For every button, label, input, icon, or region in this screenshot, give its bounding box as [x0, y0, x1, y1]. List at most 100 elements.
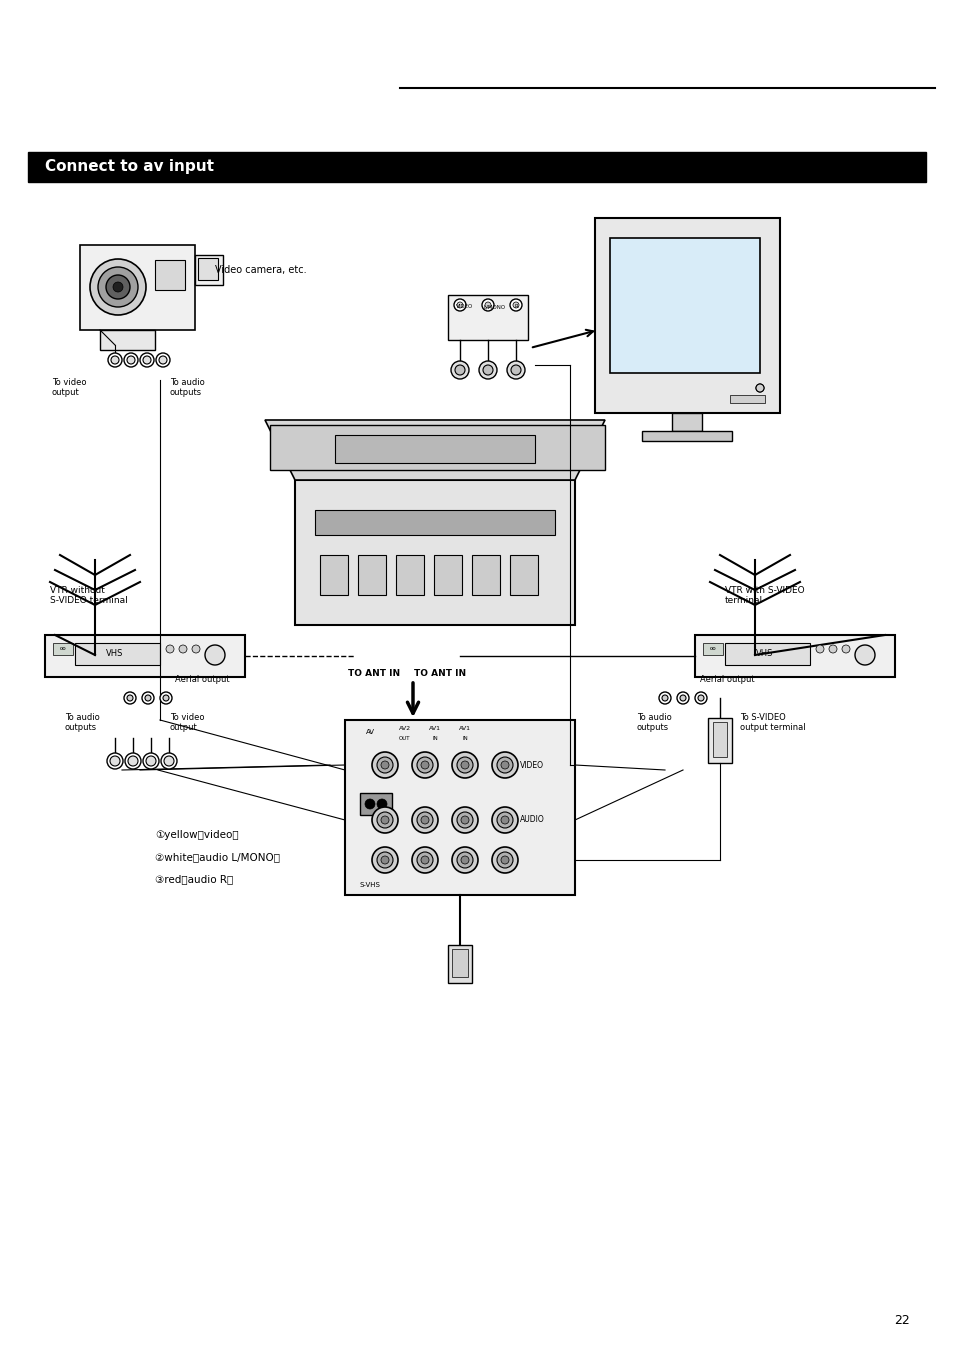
Circle shape	[500, 857, 509, 863]
Circle shape	[143, 356, 151, 364]
Circle shape	[145, 695, 151, 701]
Bar	[712, 722, 726, 757]
Circle shape	[456, 812, 473, 828]
Circle shape	[159, 356, 167, 364]
Circle shape	[164, 755, 173, 766]
Circle shape	[124, 353, 138, 367]
Circle shape	[454, 299, 465, 312]
Bar	[359, 793, 392, 815]
Circle shape	[456, 302, 462, 308]
Bar	[198, 258, 218, 281]
Bar	[452, 948, 468, 977]
Bar	[724, 643, 809, 665]
Circle shape	[492, 847, 517, 873]
Bar	[510, 554, 537, 595]
Text: VTR with S-VIDEO
terminal: VTR with S-VIDEO terminal	[724, 585, 803, 604]
Circle shape	[166, 645, 173, 653]
Circle shape	[111, 356, 119, 364]
Circle shape	[815, 645, 823, 653]
Text: To audio
outputs: To audio outputs	[637, 714, 671, 733]
Circle shape	[679, 695, 685, 701]
Text: S-VHS: S-VHS	[359, 882, 380, 888]
Circle shape	[500, 761, 509, 769]
Bar	[357, 554, 386, 595]
Text: TO ANT IN: TO ANT IN	[414, 669, 466, 677]
Circle shape	[460, 816, 469, 824]
Bar	[154, 260, 185, 290]
Text: TO ANT IN: TO ANT IN	[348, 669, 399, 677]
Circle shape	[179, 645, 187, 653]
Circle shape	[451, 362, 469, 379]
Circle shape	[484, 302, 491, 308]
Circle shape	[500, 816, 509, 824]
Bar	[729, 395, 764, 403]
Circle shape	[698, 695, 703, 701]
Circle shape	[478, 362, 497, 379]
Circle shape	[511, 366, 520, 375]
Text: oo: oo	[709, 646, 716, 652]
Circle shape	[854, 645, 874, 665]
Circle shape	[376, 812, 393, 828]
Bar	[53, 643, 73, 656]
Circle shape	[412, 847, 437, 873]
Circle shape	[497, 812, 513, 828]
Circle shape	[106, 275, 130, 299]
Circle shape	[127, 356, 135, 364]
Bar	[707, 718, 731, 764]
Circle shape	[455, 366, 464, 375]
Circle shape	[110, 755, 120, 766]
Bar	[314, 510, 555, 536]
Circle shape	[365, 799, 375, 809]
Circle shape	[661, 695, 667, 701]
Circle shape	[416, 757, 433, 773]
Text: R: R	[515, 305, 518, 309]
Bar	[100, 331, 154, 349]
Bar	[270, 425, 604, 469]
Circle shape	[192, 645, 200, 653]
Bar	[194, 255, 223, 285]
Circle shape	[492, 807, 517, 832]
Bar	[695, 635, 894, 677]
Circle shape	[412, 751, 437, 778]
Circle shape	[755, 384, 763, 393]
Text: AV2: AV2	[398, 726, 411, 731]
Bar	[671, 413, 701, 430]
Text: IN: IN	[461, 735, 467, 741]
Circle shape	[456, 757, 473, 773]
Circle shape	[142, 692, 153, 704]
Text: Aerial output: Aerial output	[700, 676, 754, 684]
Text: AV: AV	[365, 728, 375, 735]
Circle shape	[160, 692, 172, 704]
Circle shape	[460, 857, 469, 863]
Bar	[45, 635, 245, 677]
Bar	[28, 152, 925, 182]
Text: VIDEO: VIDEO	[519, 761, 543, 769]
Text: To audio
outputs: To audio outputs	[65, 714, 100, 733]
Circle shape	[460, 761, 469, 769]
Circle shape	[125, 753, 141, 769]
Text: To audio
outputs: To audio outputs	[170, 378, 205, 398]
Text: 22: 22	[893, 1314, 909, 1326]
Circle shape	[108, 353, 122, 367]
Text: To video
output: To video output	[170, 714, 204, 733]
Circle shape	[755, 384, 763, 393]
Text: ①yellow（video）: ①yellow（video）	[154, 830, 238, 840]
Circle shape	[112, 282, 123, 291]
Bar	[595, 219, 780, 413]
Circle shape	[497, 757, 513, 773]
Circle shape	[420, 857, 429, 863]
Circle shape	[380, 761, 389, 769]
Circle shape	[107, 753, 123, 769]
Circle shape	[376, 853, 393, 867]
Bar	[641, 430, 731, 441]
Circle shape	[482, 366, 493, 375]
Circle shape	[140, 353, 153, 367]
Bar	[702, 643, 722, 656]
Circle shape	[497, 853, 513, 867]
Circle shape	[452, 847, 477, 873]
Bar	[335, 434, 535, 463]
Text: AV1: AV1	[458, 726, 471, 731]
Bar	[345, 720, 575, 894]
Bar	[80, 246, 194, 331]
Text: VIDEO: VIDEO	[456, 305, 473, 309]
